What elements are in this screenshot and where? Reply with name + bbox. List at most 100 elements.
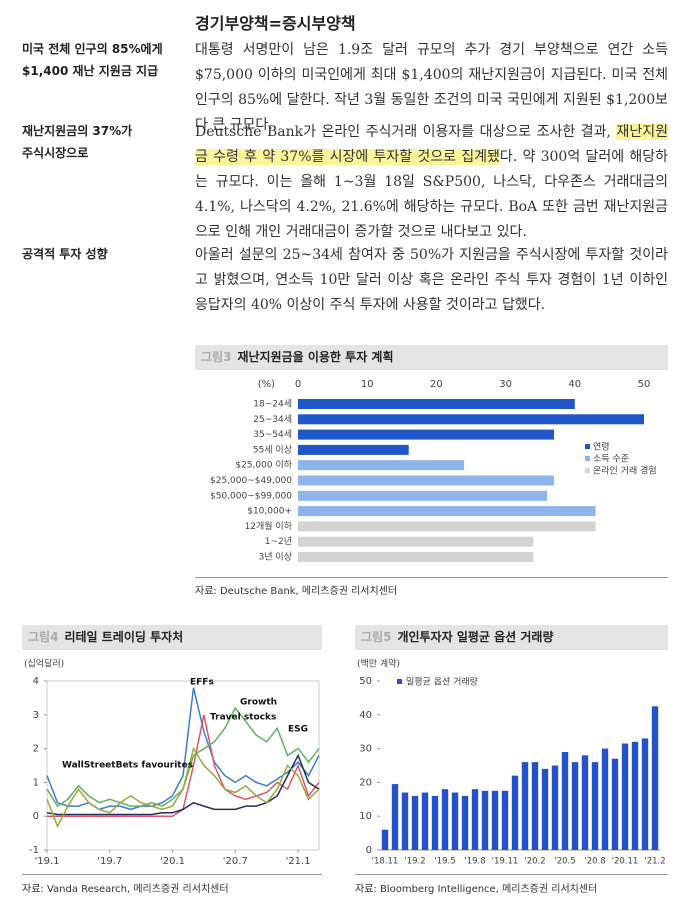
y-tick-label: 3 — [33, 710, 39, 721]
bar — [521, 762, 529, 850]
bar — [298, 475, 555, 486]
bar — [411, 795, 419, 850]
x-tick-label: '19.5 — [434, 857, 455, 867]
bar — [651, 706, 659, 850]
bar — [298, 414, 644, 425]
legend-swatch — [585, 444, 590, 449]
bar — [298, 429, 555, 440]
x-tick-label: '20.5 — [554, 857, 575, 867]
side-line: 주식시장으로 — [22, 146, 89, 160]
x-tick-label: 50 — [638, 379, 651, 390]
x-tick-label: '20.8 — [584, 857, 605, 867]
y-tick-label: 0 — [366, 845, 372, 856]
side-line: $1,400 재난 지원금 지급 — [22, 64, 159, 78]
series-label: ESG — [288, 725, 308, 735]
line — [46, 753, 320, 816]
bar — [571, 762, 579, 850]
text: 다. 약 300억 달러에 해당하는 규모다. 이는 올해 1~3월 18일 S… — [195, 149, 668, 240]
bar — [501, 790, 509, 850]
line — [46, 706, 320, 808]
y-tick-label: 12개월 이하 — [245, 520, 293, 532]
side-line: 미국 전체 인구의 85%에게 — [22, 42, 163, 56]
bar — [631, 741, 639, 850]
x-tick-label: '20.2 — [524, 857, 545, 867]
y-tick-label: 55세 이상 — [253, 444, 292, 455]
y-tick-label: 4 — [33, 676, 39, 687]
bar — [441, 789, 449, 850]
side-line: 공격적 투자 성향 — [22, 247, 108, 261]
x-tick-label: 10 — [361, 379, 374, 390]
figure-header: 그림5 개인투자자 일평균 옵션 거래량 — [355, 625, 668, 650]
x-tick-label: '21.1 — [286, 856, 311, 867]
bar — [561, 751, 569, 850]
paragraph: Deutsche Bank가 온라인 주식거래 이용자를 대상으로 조사한 결과… — [195, 120, 668, 245]
x-tick-label: 0 — [295, 379, 301, 390]
bar — [298, 521, 596, 532]
figure-title: 리테일 트레이딩 투자처 — [64, 630, 184, 644]
line — [46, 746, 320, 829]
bar — [298, 460, 465, 471]
figure-label: 그림5 — [361, 630, 392, 644]
x-tick-label: '21.2 — [644, 857, 665, 867]
y-tick-label: -1 — [29, 845, 39, 856]
bar — [591, 762, 599, 850]
doc-title: 경기부양책=증시부양책 — [195, 14, 356, 33]
bar — [421, 792, 429, 850]
figure-title: 개인투자자 일평균 옵션 거래량 — [397, 630, 554, 644]
x-tick-label: '19.11 — [492, 857, 519, 867]
bar — [461, 795, 469, 850]
y-tick-label: 10 — [359, 811, 372, 822]
paragraph: 아울러 설문의 25~34세 참여자 중 50%가 지원금을 주식시장에 투자할… — [195, 243, 668, 318]
bar — [551, 765, 559, 850]
bar — [581, 755, 589, 850]
chart: (%) 0 10 20 30 40 50 18~24세 25~34세 35~54세 55세 이상 $2… — [210, 379, 657, 563]
y-tick-label: 30 — [359, 744, 372, 755]
y-tick-label: 25~34세 — [253, 414, 292, 425]
x-tick-label: 30 — [499, 379, 512, 390]
bar — [541, 768, 549, 850]
y-tick-label: $50,000~$99,000 — [210, 491, 292, 501]
y-tick-label: 35~54세 — [253, 429, 292, 440]
y-tick-label: 2 — [33, 744, 39, 755]
x-tick-label: '19.8 — [464, 857, 485, 867]
bar — [298, 490, 548, 501]
figure-header: 그림4 리테일 트레이딩 투자처 — [22, 625, 322, 650]
legend-label: 연령 — [593, 441, 610, 453]
chart: (십억달러) -1 0 1 2 3 4 '19.1 '19.7 '20.1 '20.7 '21.1 EF… — [24, 658, 320, 867]
series-label: EFFs — [190, 678, 214, 688]
legend-label: 일평균 옵션 거래량 — [406, 676, 478, 688]
x-tick-label: '19.2 — [404, 857, 425, 867]
y-tick-label: 1 — [33, 777, 39, 788]
bar — [471, 789, 479, 850]
bar — [491, 790, 499, 850]
x-tick-label: '19.7 — [97, 856, 122, 867]
bar — [481, 790, 489, 850]
y-tick-label: 0 — [33, 811, 39, 822]
side-line: 재난지원금의 37%가 — [22, 124, 133, 138]
rule — [195, 577, 668, 578]
y-tick-label: $10,000+ — [247, 507, 292, 517]
paragraph: 대통령 서명만이 남은 1.9조 달러 규모의 추가 경기 부양책으로 연간 소… — [195, 38, 668, 138]
source: 자료: Bloomberg Intelligence, 메리츠증권 리서치센터 — [355, 884, 598, 895]
x-tick-label: '19.1 — [34, 856, 59, 867]
bar — [298, 399, 575, 409]
rule — [22, 874, 322, 875]
side-title: 공격적 투자 성향 — [22, 243, 108, 265]
legend-swatch — [585, 456, 590, 461]
x-tick-label: '20.11 — [612, 857, 639, 867]
bar — [401, 792, 409, 850]
y-tick-label: $25,000 이하 — [235, 460, 292, 471]
unit-label: (십억달러) — [24, 658, 64, 670]
source: 자료: Deutsche Bank, 메리츠증권 리서치센터 — [195, 586, 398, 597]
figure-header: 그림3 재난지원금을 이용한 투자 계획 — [195, 345, 668, 370]
bar — [601, 748, 609, 850]
figure-title: 재난지원금을 이용한 투자 계획 — [237, 350, 394, 364]
x-tick-label: 40 — [568, 379, 581, 390]
x-tick-label: 20 — [430, 379, 443, 390]
bar — [511, 775, 519, 850]
bar — [451, 792, 459, 850]
x-tick-label: '20.1 — [160, 856, 185, 867]
bar — [391, 784, 399, 850]
